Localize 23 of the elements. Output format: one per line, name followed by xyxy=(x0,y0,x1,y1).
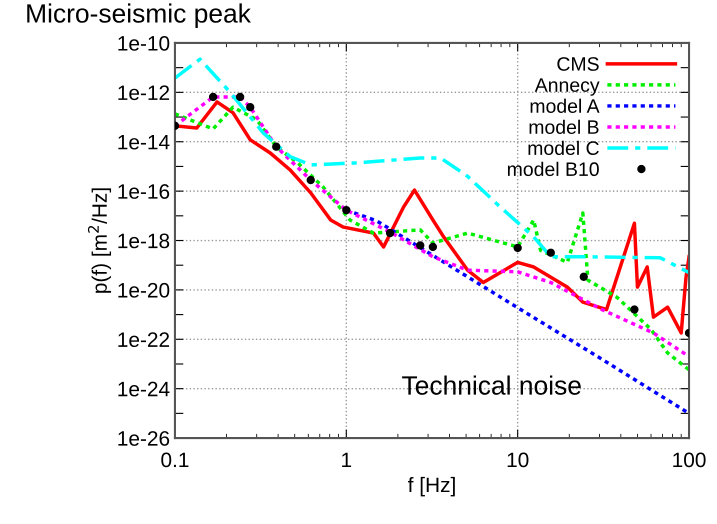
x-tick-label: 1 xyxy=(342,452,352,468)
y-tick-label: 1e-18 xyxy=(118,234,170,248)
y-tick-label: 1e-12 xyxy=(118,85,170,100)
y-tick-label: 1e-14 xyxy=(118,134,170,150)
annotation: Technical noise xyxy=(402,375,581,395)
y-tick-label: 1e-22 xyxy=(118,332,170,348)
y-tick-label: 1e-26 xyxy=(118,431,170,446)
x-tick-label: 0.1 xyxy=(161,452,188,468)
y-tick-label: 1e-16 xyxy=(118,184,170,199)
y-axis-title: p(f) [m$^{2}$/Hz] xyxy=(88,188,112,293)
x-axis-title: f [Hz] xyxy=(408,476,455,496)
legend-label: Annecy xyxy=(534,78,600,96)
legend-label: model C xyxy=(528,140,599,156)
legend-label: CMS xyxy=(557,57,599,71)
x-tick-label: 100 xyxy=(673,452,706,468)
legend-label: model B xyxy=(530,120,599,134)
x-tick-label: 10 xyxy=(508,452,528,468)
y-tick-label: 1e-24 xyxy=(118,382,170,396)
legend-label: model A xyxy=(530,98,600,113)
y-tick-label: 1e-20 xyxy=(118,282,170,298)
legend-label: model B10 xyxy=(508,162,599,176)
y-tick-label: 1e-10 xyxy=(118,36,170,51)
text: Micro-seismic peak xyxy=(27,3,251,28)
